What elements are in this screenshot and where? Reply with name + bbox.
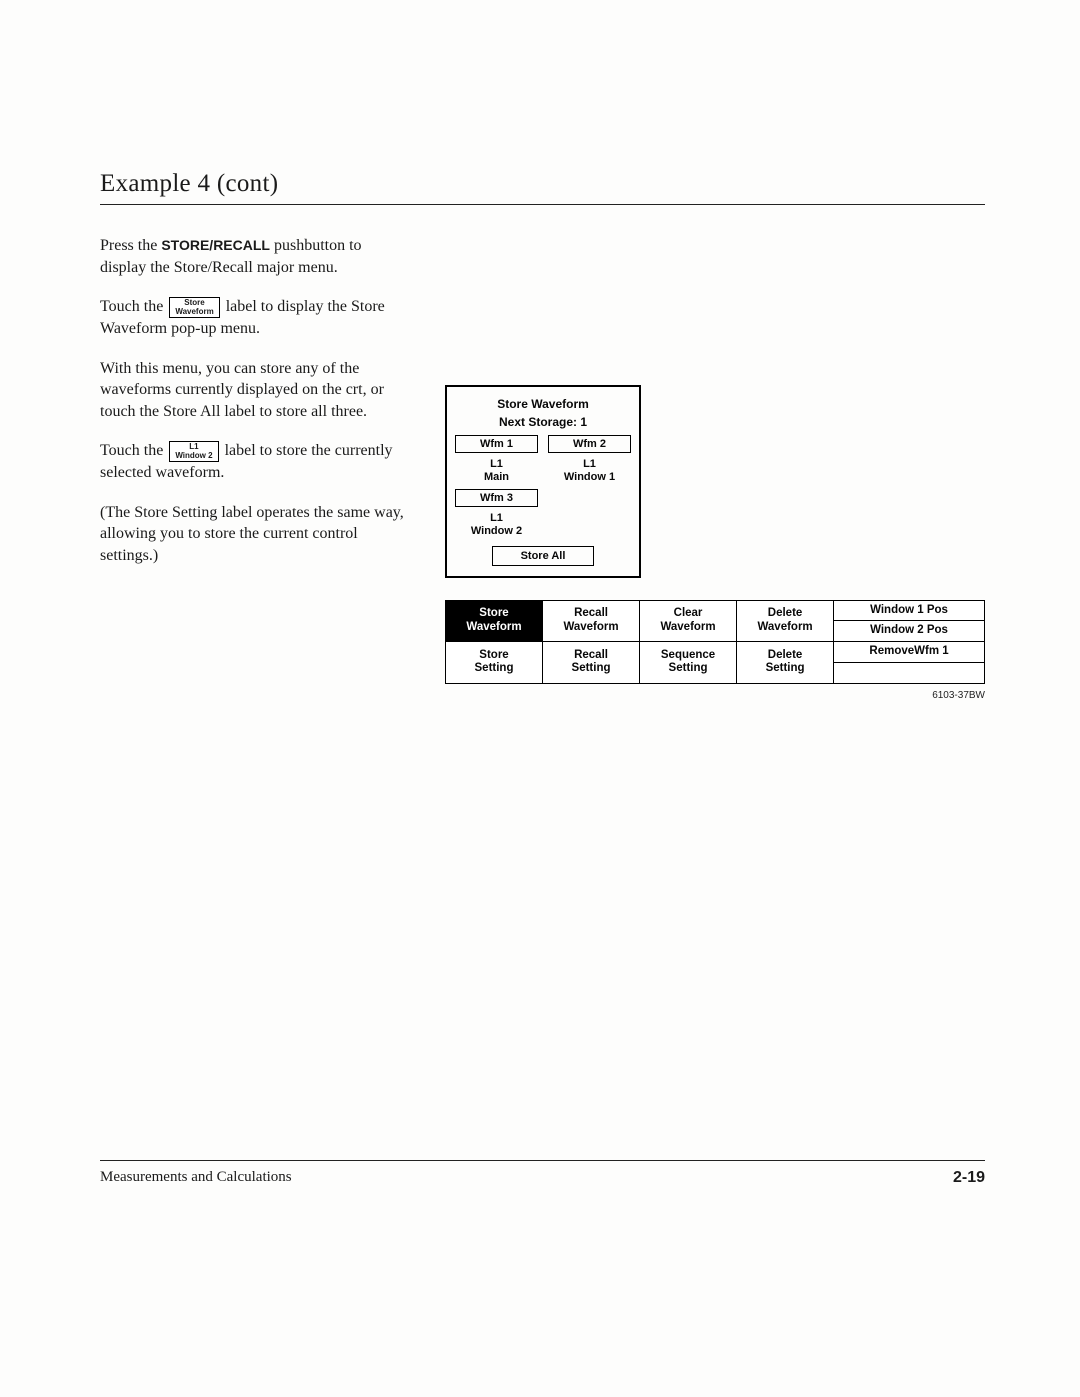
page-number: 2-19 [953,1169,985,1187]
l1-window2-inline-label: L1Window 2 [169,441,218,462]
instruction-column: Press the STORE/RECALL push­button to di… [100,235,409,584]
window2-pos[interactable]: Window 2 Pos [834,621,984,641]
footer-rule [100,1160,985,1161]
para-3: With this menu, you can store any of the… [100,358,409,423]
figure-id: 6103-37BW [445,690,985,701]
delete-waveform-menu[interactable]: DeleteWaveform [737,600,834,642]
wfm2-desc: L1Window 1 [548,456,631,489]
para-1: Press the STORE/RECALL push­button to di… [100,235,409,278]
store-waveform-menu[interactable]: StoreWaveform [446,600,543,642]
wfm3-button[interactable]: Wfm 3 [455,489,538,507]
para-5: (The Store Setting label operates the sa… [100,502,409,567]
page-title: Example 4 (cont) [100,170,985,198]
para-2: Touch the StoreWaveform label to dis­pla… [100,296,409,339]
sequence-setting-menu[interactable]: SequenceSetting [640,642,737,684]
figure: Store Waveform Next Storage: 1 Wfm 1 L1M… [445,385,985,701]
window-pos-menu[interactable]: Window 1 Pos Window 2 Pos [834,600,985,642]
recall-setting-menu[interactable]: RecallSetting [543,642,640,684]
popup-subtitle: Next Storage: 1 [447,415,639,435]
store-waveform-inline-label: StoreWaveform [169,297,219,318]
page-footer: Measurements and Calculations 2-19 [100,1160,985,1187]
clear-waveform-menu[interactable]: ClearWaveform [640,600,737,642]
popup-title: Store Waveform [447,387,639,415]
wfm1-button[interactable]: Wfm 1 [455,435,538,453]
store-recall-label: STORE/RECALL [161,237,270,253]
store-all-button[interactable]: Store All [492,546,594,566]
wfm1-desc: L1Main [455,456,538,489]
text: Touch the [100,298,167,315]
store-setting-menu[interactable]: StoreSetting [446,642,543,684]
remove-wfm1[interactable]: RemoveWfm 1 [834,642,984,663]
para-4: Touch the L1Window 2 label to store the … [100,440,409,483]
recall-waveform-menu[interactable]: RecallWaveform [543,600,640,642]
text: Press the [100,237,161,254]
wfm3-desc: L1Window 2 [455,510,538,543]
wfm2-button[interactable]: Wfm 2 [548,435,631,453]
remove-wfm-menu[interactable]: RemoveWfm 1 [834,642,985,684]
title-rule [100,204,985,205]
menu-bar: StoreWaveform RecallWaveform ClearWavefo… [445,600,985,684]
footer-section: Measurements and Calculations [100,1169,292,1187]
window1-pos[interactable]: Window 1 Pos [834,601,984,622]
store-waveform-popup: Store Waveform Next Storage: 1 Wfm 1 L1M… [445,385,641,578]
empty-cell [834,663,984,683]
delete-setting-menu[interactable]: DeleteSetting [737,642,834,684]
text: Touch the [100,442,167,459]
